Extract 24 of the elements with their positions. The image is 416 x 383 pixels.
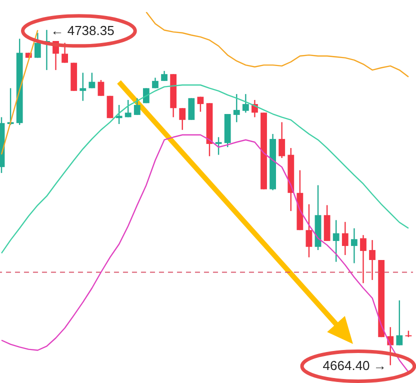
- candlestick: [332, 220, 340, 262]
- candlestick: [350, 228, 358, 264]
- candlestick: [80, 72, 86, 102]
- candlestick: [88, 72, 96, 89]
- candlestick: [342, 221, 348, 256]
- candlestick: [124, 99, 132, 118]
- candlestick: [134, 98, 140, 116]
- candlestick: [34, 32, 41, 58]
- candlestick: [197, 96, 204, 112]
- candlestick: [396, 300, 403, 346]
- candlestick: [62, 42, 68, 64]
- annotation: ← 4738.35: [50, 22, 114, 38]
- candlestick: [242, 93, 249, 114]
- candlestick: [278, 122, 286, 159]
- candlestick: [188, 98, 195, 121]
- candlestick: [179, 108, 186, 130]
- candlestick: [215, 136, 222, 156]
- candlestick: [161, 70, 168, 82]
- annotation: 4664.40 →: [322, 358, 386, 374]
- candlestick: [98, 79, 104, 96]
- candlestick: [369, 239, 376, 281]
- candlestick: [306, 204, 312, 258]
- candlestick: [233, 93, 240, 123]
- candlestick: [360, 234, 366, 284]
